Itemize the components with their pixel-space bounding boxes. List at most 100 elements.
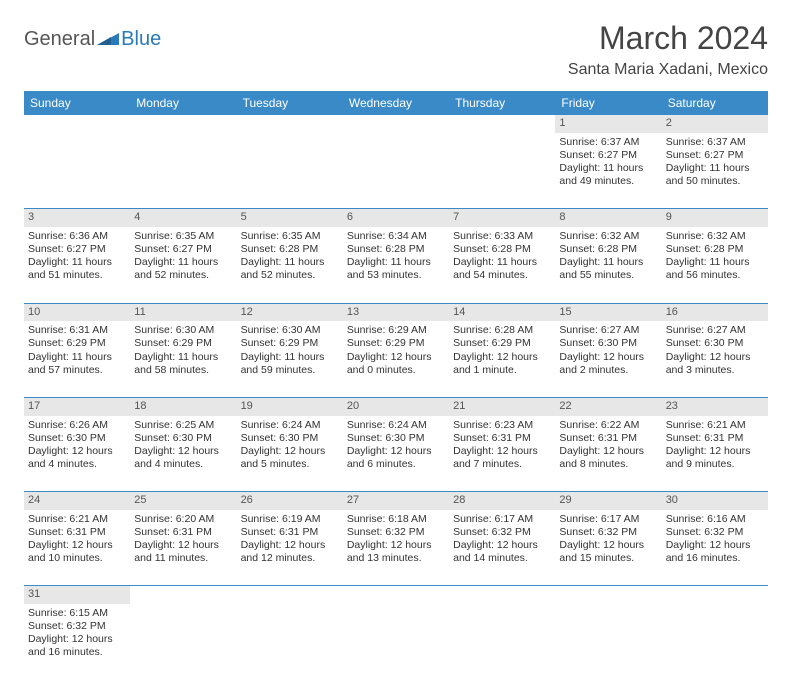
day-number: 24 [24, 492, 130, 510]
day-number: 25 [130, 492, 236, 510]
sunrise-text: Sunrise: 6:30 AM [241, 324, 339, 337]
daylight-text: Daylight: 11 hours and 54 minutes. [453, 256, 551, 282]
sunset-text: Sunset: 6:27 PM [28, 243, 126, 256]
day-cell [449, 133, 555, 209]
daylight-text: Daylight: 12 hours and 3 minutes. [666, 351, 764, 377]
sunset-text: Sunset: 6:30 PM [666, 337, 764, 350]
day-number: 23 [662, 397, 768, 415]
day-cell [343, 133, 449, 209]
day-cell: Sunrise: 6:35 AMSunset: 6:28 PMDaylight:… [237, 227, 343, 303]
day-cell: Sunrise: 6:18 AMSunset: 6:32 PMDaylight:… [343, 510, 449, 586]
weekday-header: Thursday [449, 91, 555, 115]
sunset-text: Sunset: 6:30 PM [28, 432, 126, 445]
sunset-text: Sunset: 6:31 PM [134, 526, 232, 539]
sunrise-text: Sunrise: 6:31 AM [28, 324, 126, 337]
day-number: 11 [130, 303, 236, 321]
day-number: 28 [449, 492, 555, 510]
daylight-text: Daylight: 11 hours and 51 minutes. [28, 256, 126, 282]
sunrise-text: Sunrise: 6:29 AM [347, 324, 445, 337]
day-number [130, 586, 236, 604]
sunset-text: Sunset: 6:30 PM [347, 432, 445, 445]
day-cell: Sunrise: 6:32 AMSunset: 6:28 PMDaylight:… [555, 227, 661, 303]
day-cell [24, 133, 130, 209]
daylight-text: Daylight: 12 hours and 7 minutes. [453, 445, 551, 471]
daylight-text: Daylight: 12 hours and 15 minutes. [559, 539, 657, 565]
day-cell [343, 604, 449, 680]
daylight-text: Daylight: 12 hours and 16 minutes. [666, 539, 764, 565]
day-number [237, 586, 343, 604]
day-cell: Sunrise: 6:17 AMSunset: 6:32 PMDaylight:… [555, 510, 661, 586]
sunrise-text: Sunrise: 6:18 AM [347, 513, 445, 526]
day-content-row: Sunrise: 6:31 AM Sunset: 6:29 PM Daylight:… [24, 321, 768, 397]
daylight-text: Daylight: 12 hours and 8 minutes. [559, 445, 657, 471]
day-number-row: 12 [24, 115, 768, 133]
sunrise-text: Sunrise: 6:19 AM [241, 513, 339, 526]
day-cell: Sunrise: 6:21 AMSunset: 6:31 PMDaylight:… [662, 416, 768, 492]
sunrise-text: Sunrise: 6:27 AM [559, 324, 657, 337]
daylight-text: Daylight: 12 hours and 13 minutes. [347, 539, 445, 565]
sunrise-text: Sunrise: 6:37 AM [559, 136, 657, 149]
day-content-row: Sunrise: 6:37 AMSunset: 6:27 PMDaylight:… [24, 133, 768, 209]
sunset-text: Sunset: 6:32 PM [666, 526, 764, 539]
daylight-text: Daylight: 11 hours and 49 minutes. [559, 162, 657, 188]
day-number: 14 [449, 303, 555, 321]
sunrise-text: Sunrise: 6:36 AM [28, 230, 126, 243]
sunrise-text: Sunrise: 6:17 AM [559, 513, 657, 526]
daylight-text: Daylight: 11 hours and 55 minutes. [559, 256, 657, 282]
daylight-text: Daylight: 11 hours and 56 minutes. [666, 256, 764, 282]
day-cell: Sunrise: 6:36 AMSunset: 6:27 PMDaylight:… [24, 227, 130, 303]
daylight-text: Daylight: 12 hours and 10 minutes. [28, 539, 126, 565]
daylight-text: Daylight: 12 hours and 2 minutes. [559, 351, 657, 377]
day-number: 16 [662, 303, 768, 321]
daylight-text: Daylight: 11 hours and 52 minutes. [134, 256, 232, 282]
day-cell [130, 133, 236, 209]
sunrise-text: Sunrise: 6:15 AM [28, 607, 126, 620]
sunrise-text: Sunrise: 6:33 AM [453, 230, 551, 243]
sunrise-text: Sunrise: 6:22 AM [559, 419, 657, 432]
day-number: 7 [449, 209, 555, 227]
day-number [24, 115, 130, 133]
day-cell: Sunrise: 6:23 AMSunset: 6:31 PMDaylight:… [449, 416, 555, 492]
day-cell: Sunrise: 6:24 AMSunset: 6:30 PMDaylight:… [343, 416, 449, 492]
day-number: 8 [555, 209, 661, 227]
title-block: March 2024 Santa Maria Xadani, Mexico [568, 20, 768, 85]
day-cell: Sunrise: 6:26 AMSunset: 6:30 PMDaylight:… [24, 416, 130, 492]
day-cell: Sunrise: 6:33 AMSunset: 6:28 PMDaylight:… [449, 227, 555, 303]
weekday-header: Monday [130, 91, 236, 115]
day-cell: Sunrise: 6:30 AMSunset: 6:29 PMDaylight:… [130, 321, 236, 397]
day-number-row: 31 [24, 586, 768, 604]
sunset-text: Sunset: 6:31 PM [666, 432, 764, 445]
day-number: 2 [662, 115, 768, 133]
day-cell: Sunrise: 6:28 AMSunset: 6:29 PMDaylight:… [449, 321, 555, 397]
day-number: 18 [130, 397, 236, 415]
day-cell [237, 133, 343, 209]
sunrise-text: Sunrise: 6:16 AM [666, 513, 764, 526]
sunrise-text: Sunrise: 6:27 AM [666, 324, 764, 337]
day-cell: Sunrise: 6:27 AMSunset: 6:30 PMDaylight:… [662, 321, 768, 397]
day-number [662, 586, 768, 604]
sunrise-text: Sunrise: 6:34 AM [347, 230, 445, 243]
sunrise-text: Sunrise: 6:24 AM [241, 419, 339, 432]
daylight-text: Daylight: 12 hours and 16 minutes. [28, 633, 126, 659]
day-cell: Sunrise: 6:16 AMSunset: 6:32 PMDaylight:… [662, 510, 768, 586]
day-number: 1 [555, 115, 661, 133]
weekday-header-row: Sunday Monday Tuesday Wednesday Thursday… [24, 91, 768, 115]
sunset-text: Sunset: 6:30 PM [134, 432, 232, 445]
sunrise-text: Sunrise: 6:20 AM [134, 513, 232, 526]
daylight-text: Daylight: 12 hours and 6 minutes. [347, 445, 445, 471]
sunset-text: Sunset: 6:29 PM [241, 337, 339, 350]
day-number [237, 115, 343, 133]
sunset-text: Sunset: 6:32 PM [453, 526, 551, 539]
day-cell [130, 604, 236, 680]
day-cell: Sunrise: 6:37 AMSunset: 6:27 PMDaylight:… [555, 133, 661, 209]
weekday-header: Saturday [662, 91, 768, 115]
day-cell: Sunrise: 6:27 AMSunset: 6:30 PMDaylight:… [555, 321, 661, 397]
daylight-text: Daylight: 11 hours and 50 minutes. [666, 162, 764, 188]
logo-text-blue: Blue [121, 28, 161, 51]
calendar-table: Sunday Monday Tuesday Wednesday Thursday… [24, 91, 768, 680]
sunset-text: Sunset: 6:28 PM [666, 243, 764, 256]
day-number: 17 [24, 397, 130, 415]
sunset-text: Sunset: 6:31 PM [241, 526, 339, 539]
daylight-text: Daylight: 12 hours and 12 minutes. [241, 539, 339, 565]
day-number: 12 [237, 303, 343, 321]
